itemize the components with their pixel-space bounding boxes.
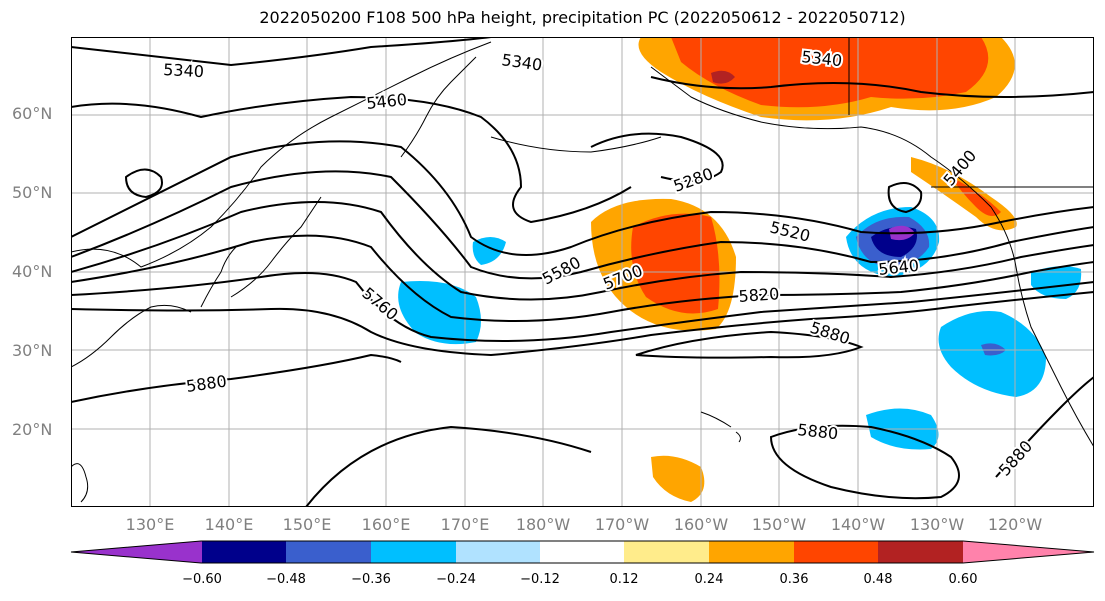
coast-alaska <box>650 66 992 208</box>
precip-positive-south <box>651 455 705 502</box>
contour-label: 5820 <box>738 284 780 306</box>
contour-circle-ne <box>887 182 923 214</box>
colorbar-tick: 0.12 <box>609 572 639 587</box>
contour-label: 5880 <box>797 420 839 443</box>
colorbar-tick: 0.60 <box>948 572 978 587</box>
lat-label-40n: 40°N <box>12 262 53 281</box>
colorbar-box <box>456 541 540 563</box>
colorbar <box>70 540 1095 564</box>
precip-strong-central <box>631 213 720 314</box>
contour-5880-central <box>635 330 864 359</box>
lat-label-20n: 20°N <box>12 420 53 439</box>
contour-5700 <box>71 234 1094 322</box>
contour-5880-west <box>71 353 402 403</box>
map-title: 2022050200 F108 500 hPa height, precipit… <box>259 8 906 27</box>
colorbar-tick: −0.48 <box>266 572 306 587</box>
precip-shading <box>398 37 1082 502</box>
colorbar-outline <box>70 540 1095 564</box>
coast-hawaii <box>700 411 741 443</box>
lon-label-160e: 160°E <box>361 515 411 534</box>
coast-aleutians <box>490 136 662 153</box>
coast-china <box>71 304 192 368</box>
contour-5880-far-east <box>995 376 1094 478</box>
colorbar-tick: −0.12 <box>520 572 560 587</box>
map-panel: 5340 5340 5340 5460 5400 5280 5520 5580 … <box>71 37 1094 507</box>
colorbar-tick: −0.60 <box>182 572 222 587</box>
contour-label: 5340 <box>801 47 843 70</box>
lat-label-60n: 60°N <box>12 104 53 123</box>
border-canada <box>848 37 1094 188</box>
lon-label-140e: 140°E <box>204 515 254 534</box>
coast-kamchatka <box>400 56 477 158</box>
lat-label-50n: 50°N <box>12 183 53 202</box>
lon-label-170w: 170°W <box>594 515 650 534</box>
contour-5820 <box>71 291 1094 357</box>
contour-5280 <box>590 132 724 182</box>
contour-5640 <box>71 201 1094 301</box>
colorbar-tick: −0.24 <box>436 572 476 587</box>
colorbar-tick: 0.48 <box>863 572 893 587</box>
contour-5760 <box>71 272 1094 342</box>
map-frame <box>71 37 1094 507</box>
colorbar-box <box>963 541 1094 563</box>
coast-north-america <box>990 206 1094 448</box>
coast-philippines <box>71 463 89 503</box>
lon-label-140w: 140°W <box>830 515 886 534</box>
contour-5340-east <box>650 76 1094 98</box>
height-contours <box>71 37 1094 507</box>
contour-label: 5340 <box>163 60 205 81</box>
colorbar-tick: −0.36 <box>351 572 391 587</box>
coast-asia <box>71 41 492 268</box>
contour-5340-west <box>71 37 492 67</box>
contour-5880-east <box>769 424 960 500</box>
colorbar-box <box>371 541 456 563</box>
colorbar-box <box>286 541 371 563</box>
colorbar-box <box>709 541 794 563</box>
lon-label-180w: 180°W <box>515 515 571 534</box>
precip-max-alaska <box>711 70 735 84</box>
precip-negative-coast <box>1031 266 1082 299</box>
colorbar-box <box>71 541 202 563</box>
graticule <box>71 37 1094 507</box>
lon-label-120w: 120°W <box>987 515 1043 534</box>
lon-label-150e: 150°E <box>282 515 332 534</box>
colorbar-tick: 0.36 <box>779 572 809 587</box>
colorbar-box <box>624 541 709 563</box>
lon-label-170e: 170°E <box>440 515 490 534</box>
coastlines <box>71 37 1094 503</box>
coast-japan <box>230 196 322 298</box>
lon-label-130e: 130°E <box>125 515 175 534</box>
coast-korea <box>200 246 237 308</box>
colorbar-box <box>540 541 624 563</box>
map-canvas: 5340 5340 5340 5460 5400 5280 5520 5580 … <box>71 37 1094 507</box>
lon-label-160w: 160°W <box>673 515 729 534</box>
colorbar-boxes <box>71 541 1094 563</box>
contour-5880-south <box>305 425 592 507</box>
colorbar-tick: 0.24 <box>694 572 724 587</box>
contour-5580 <box>71 170 1094 280</box>
contour-circle-asia <box>124 168 163 199</box>
contour-5460 <box>71 95 632 224</box>
lat-label-30n: 30°N <box>12 341 53 360</box>
colorbar-box <box>794 541 878 563</box>
contour-5520 <box>71 140 1094 256</box>
colorbar-box <box>202 541 286 563</box>
lon-label-130w: 130°W <box>909 515 965 534</box>
colorbar-box <box>878 541 963 563</box>
lon-label-150w: 150°W <box>751 515 807 534</box>
precip-negative-east-core <box>981 343 1006 356</box>
